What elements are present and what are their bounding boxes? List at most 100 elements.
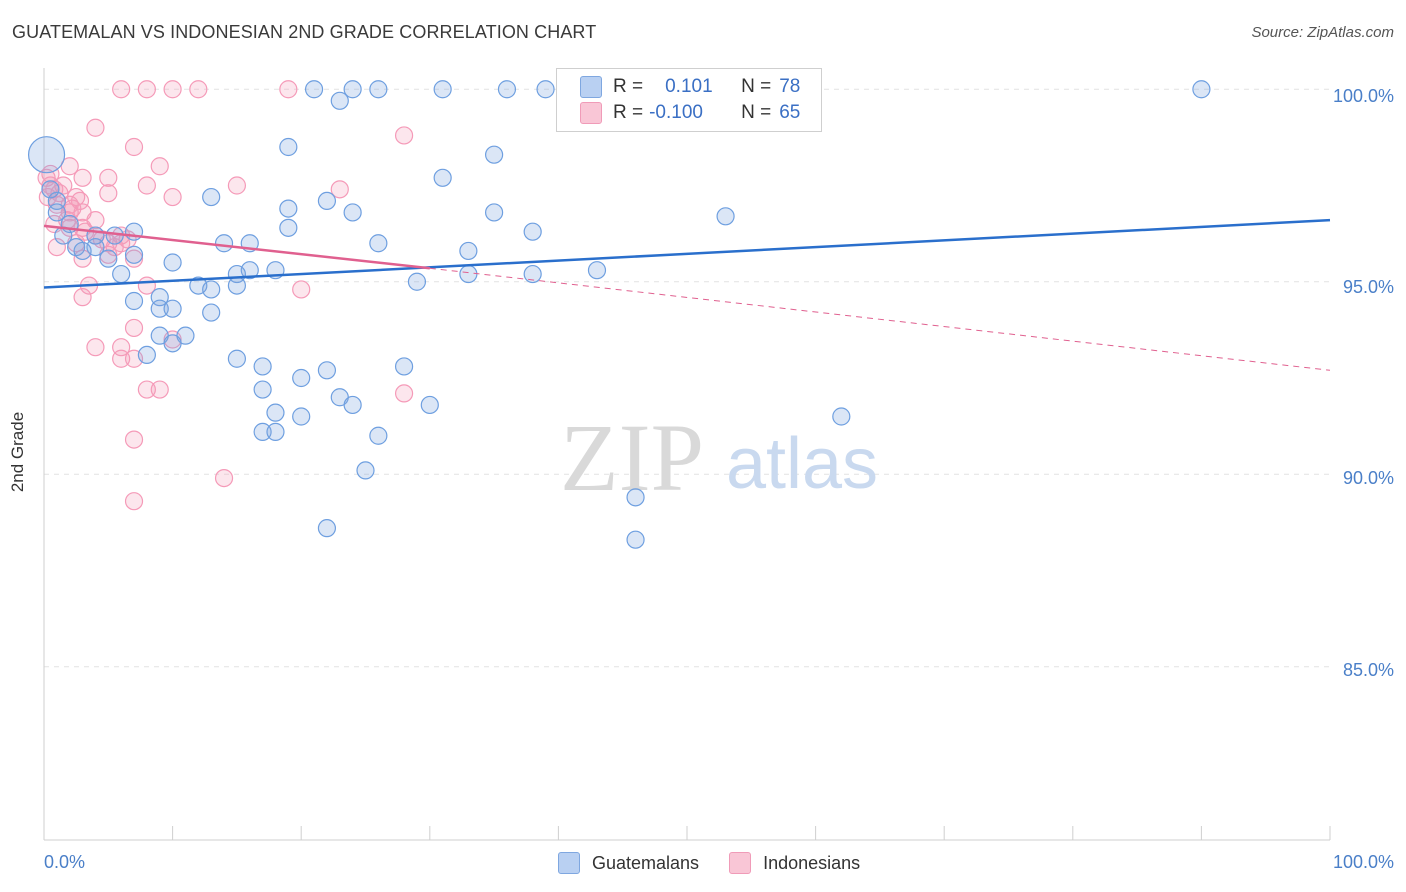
data-point-indonesians (137, 80, 156, 99)
legend-row-guatemalans: R = 0.101 N = 78 (580, 74, 801, 100)
legend-label: Indonesians (763, 852, 861, 873)
data-point-guatemalans (292, 407, 311, 426)
data-point-guatemalans (253, 380, 272, 399)
legend-label: Guatemalans (592, 852, 700, 873)
data-point-indonesians (86, 118, 105, 137)
data-point-indonesians (330, 180, 349, 199)
trend-line-indonesians (43, 224, 430, 270)
data-point-guatemalans (202, 187, 221, 207)
data-point-guatemalans (112, 264, 131, 284)
legend-item-guatemalans[interactable]: Guatemalans (558, 852, 699, 874)
legend-swatch-blue (558, 852, 580, 874)
data-point-indonesians (112, 349, 131, 368)
y-tick-label: 90.0% (1342, 468, 1394, 488)
data-point-guatemalans (626, 488, 645, 507)
data-point-guatemalans (716, 207, 735, 226)
data-point-guatemalans (266, 403, 285, 422)
data-point-indonesians (41, 164, 60, 184)
data-point-guatemalans (485, 145, 504, 164)
data-point-indonesians (86, 338, 105, 357)
data-point-guatemalans (73, 241, 92, 261)
legend-item-indonesians[interactable]: Indonesians (729, 852, 860, 874)
data-point-guatemalans (99, 249, 118, 268)
data-point-guatemalans (41, 180, 60, 199)
gridlines (44, 88, 1330, 668)
data-point-indonesians (279, 80, 298, 99)
data-point-guatemalans (1192, 80, 1211, 99)
data-point-indonesians (73, 288, 92, 307)
data-point-guatemalans (626, 530, 645, 549)
data-point-guatemalans (407, 272, 427, 291)
data-point-guatemalans (832, 407, 851, 426)
data-point-indonesians (163, 80, 182, 99)
data-point-guatemalans (279, 218, 298, 237)
data-point-guatemalans (214, 234, 234, 253)
data-point-guatemalans (433, 168, 452, 187)
legend-swatch-blue (580, 76, 602, 98)
data-point-indonesians (73, 168, 92, 187)
trend-line-guatemalans (43, 218, 1331, 289)
data-point-guatemalans (523, 264, 542, 284)
data-point-guatemalans (485, 203, 504, 222)
data-point-guatemalans (523, 222, 542, 241)
data-point-guatemalans (317, 361, 337, 380)
legend-n-value: 65 (779, 102, 801, 123)
data-point-guatemalans (356, 461, 375, 480)
data-point-guatemalans (202, 303, 221, 322)
data-point-guatemalans (137, 345, 156, 364)
legend-n-value: 78 (779, 76, 801, 97)
watermark-atlas: atlas (726, 424, 878, 504)
data-point-guatemalans (497, 80, 517, 99)
legend-r-label: R = (613, 76, 644, 97)
data-point-guatemalans (459, 264, 478, 284)
legend-r-label: R = (613, 102, 644, 123)
data-point-guatemalans (86, 226, 105, 245)
data-point-guatemalans (163, 253, 182, 272)
data-point-indonesians (99, 184, 118, 203)
watermark-zip: ZIP (560, 404, 704, 511)
data-point-guatemalans (317, 519, 337, 538)
y-tick-label: 95.0% (1342, 277, 1394, 297)
data-point-guatemalans (343, 80, 362, 99)
data-point-guatemalans (163, 334, 182, 353)
chart-source: Source: ZipAtlas.com (1251, 24, 1394, 41)
data-point-guatemalans (227, 276, 246, 295)
data-point-guatemalans (253, 422, 272, 441)
data-point-indonesians (124, 137, 144, 157)
chart-title: GUATEMALAN VS INDONESIAN 2ND GRADE CORRE… (12, 22, 597, 42)
legend-swatch-pink (729, 852, 752, 874)
data-point-guatemalans (227, 349, 246, 368)
trend-line-indonesians-extension (429, 267, 1331, 371)
x-tick-label: 0.0% (44, 852, 86, 872)
axes (43, 68, 1331, 841)
data-point-indonesians (137, 176, 156, 195)
data-point-indonesians (150, 380, 169, 399)
data-point-guatemalans (279, 137, 298, 157)
data-point-guatemalans (394, 357, 414, 376)
data-point-indonesians (47, 238, 66, 257)
series-legend: Guatemalans Indonesians (558, 852, 890, 874)
data-points (27, 80, 1211, 549)
data-point-guatemalans (47, 203, 66, 222)
y-tick-label: 100.0% (1332, 86, 1394, 106)
data-point-indonesians (227, 176, 246, 195)
data-point-indonesians (60, 157, 79, 176)
data-point-guatemalans (266, 422, 285, 441)
data-point-indonesians (150, 157, 169, 176)
legend-row-indonesians: R = -0.100 N = 65 (580, 100, 801, 126)
y-axis-label: 2nd Grade (8, 411, 27, 493)
data-point-guatemalans (202, 280, 221, 299)
data-point-indonesians (124, 430, 144, 449)
data-point-indonesians (189, 80, 208, 99)
legend-n-label: N = (741, 76, 772, 97)
data-point-guatemalans (292, 368, 311, 388)
data-point-indonesians (112, 80, 131, 99)
data-point-guatemalans (536, 80, 555, 99)
watermark: ZIP atlas (560, 404, 878, 511)
data-point-guatemalans (253, 357, 272, 376)
data-point-indonesians (70, 191, 90, 210)
data-point-indonesians (394, 384, 414, 403)
x-tick-label: 100.0% (1332, 852, 1394, 872)
data-point-guatemalans (279, 199, 298, 218)
